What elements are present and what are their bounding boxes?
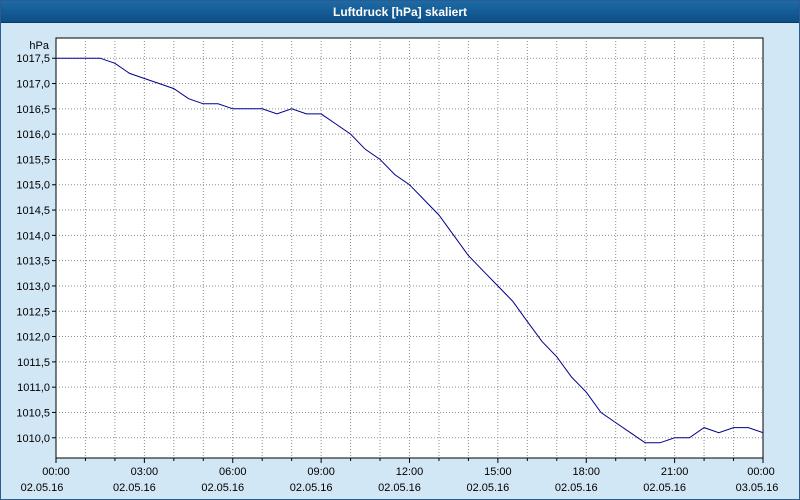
pressure-series-line: [56, 57, 764, 444]
y-axis-tick-label: 1010,0: [16, 433, 50, 445]
x-axis-date-label: 02.05.16: [643, 482, 686, 494]
x-axis-date-label: 02.05.16: [113, 482, 156, 494]
y-axis-tick-label: 1012,0: [16, 332, 50, 344]
x-axis-date-label: 02.05.16: [378, 482, 421, 494]
y-axis-tick-label: 1013,5: [16, 256, 50, 268]
title-bar: Luftdruck [hPa] skaliert: [1, 1, 799, 23]
pressure-line-chart: 1017,5 1017,0 1016,5 1016,0 1015,5 1015,0 1014…: [16, 37, 779, 494]
y-axis-tick-label: 1013,0: [16, 281, 50, 293]
x-axis-time-label: 21:00: [661, 466, 689, 478]
y-axis-tick-label: 1017,0: [16, 79, 50, 91]
y-axis-tick-label: 1010,5: [16, 407, 50, 419]
y-axis-tick-label: 1011,0: [17, 382, 50, 394]
x-axis-time-label: 06:00: [219, 466, 247, 478]
x-axis-time-label: 09:00: [307, 466, 335, 478]
x-axis-time-label: 12:00: [396, 466, 424, 478]
x-axis-date-label: 02.05.16: [555, 482, 598, 494]
x-axis-time-label: 00:00: [747, 466, 775, 478]
y-axis-tick-label: 1011,5: [17, 357, 50, 369]
x-axis-date-label: 03.05.16: [736, 482, 779, 494]
x-axis-time-label: 18:00: [572, 466, 600, 478]
y-axis-tick-label: 1014,5: [16, 205, 50, 217]
chart-area: 1017,5 1017,0 1016,5 1016,0 1015,5 1015,0 1014…: [1, 23, 799, 499]
x-axis-time-label: 15:00: [484, 466, 512, 478]
y-axis-tick-label: 1015,0: [16, 180, 50, 192]
y-axis-tick-label: 1014,0: [16, 230, 50, 242]
y-axis-tick-label: 1012,5: [16, 306, 50, 318]
x-axis-date-label: 02.05.16: [466, 482, 509, 494]
y-axis-tick-label: 1016,0: [16, 129, 50, 141]
window-title: Luftdruck [hPa] skaliert: [332, 4, 468, 19]
x-axis-date-label: 02.05.16: [21, 482, 64, 494]
y-axis-tick-label: 1016,5: [16, 104, 50, 116]
x-axis-time-label: 03:00: [131, 466, 159, 478]
y-axis-unit-label: hPa: [29, 40, 49, 52]
y-axis-tick-label: 1017,5: [16, 53, 50, 65]
y-axis-tick-label: 1015,5: [16, 154, 50, 166]
x-axis-date-label: 02.05.16: [201, 482, 244, 494]
x-axis-time-label: 00:00: [42, 466, 70, 478]
x-axis-date-label: 02.05.16: [290, 482, 333, 494]
